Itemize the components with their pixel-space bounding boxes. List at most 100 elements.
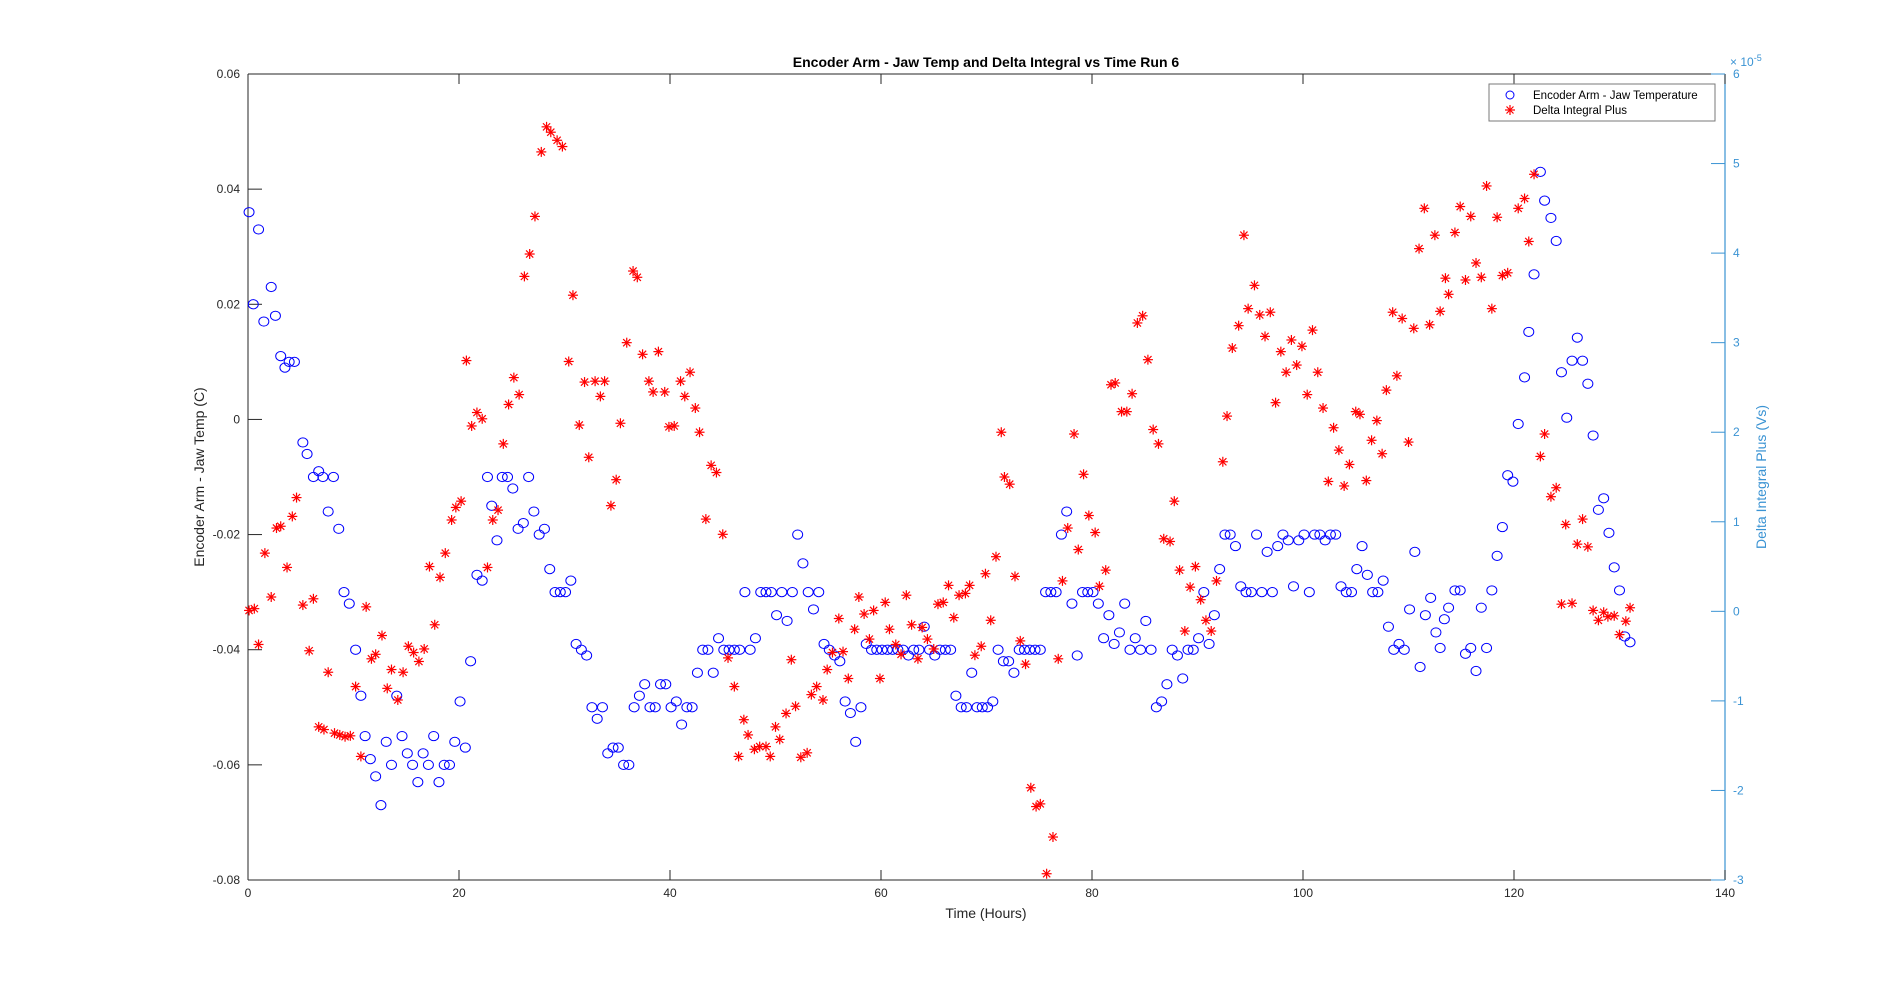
asterisk-stroke: [1111, 378, 1120, 387]
delta-integral-point: [980, 568, 991, 579]
asterisk-stroke: [1340, 481, 1349, 490]
temperature-point: [639, 679, 651, 690]
legend-label-delta-integral: Delta Integral Plus: [1533, 105, 1627, 117]
temperature-point: [1351, 564, 1363, 575]
delta-integral-point: [493, 505, 504, 516]
delta-integral-point: [874, 673, 885, 684]
temperature-point: [297, 437, 309, 448]
asterisk-stroke: [771, 722, 780, 731]
right-y-tick-label: 6: [1733, 67, 1740, 81]
asterisk-stroke: [775, 735, 784, 744]
asterisk-stroke: [1599, 608, 1608, 617]
temperature-point: [707, 667, 719, 678]
asterisk-stroke: [701, 515, 710, 524]
data-marks: [243, 121, 1636, 879]
delta-integral-point: [1560, 519, 1571, 530]
asterisk-stroke: [488, 515, 497, 525]
temperature-point: [288, 356, 300, 367]
temperature-point: [1156, 696, 1168, 707]
delta-integral-point: [413, 656, 424, 667]
temperature-point: [1566, 355, 1578, 366]
temperature-point: [734, 644, 746, 655]
delta-integral-point: [1179, 626, 1190, 637]
temperature-point: [1528, 269, 1540, 280]
temperature-point: [1298, 529, 1310, 540]
temperature-point: [1555, 367, 1567, 378]
temperature-point: [1486, 585, 1498, 596]
temperature-point: [755, 587, 767, 598]
temperature-point: [1282, 535, 1294, 546]
delta-integral-point: [1333, 445, 1344, 456]
asterisk-stroke: [356, 752, 365, 761]
delta-integral-point: [802, 747, 813, 758]
delta-integral-point: [761, 741, 772, 752]
temperature-point: [1040, 587, 1052, 598]
asterisk-stroke: [250, 604, 259, 613]
temperature-point: [1171, 650, 1183, 661]
temperature-point: [375, 800, 387, 811]
asterisk-stroke: [606, 501, 615, 510]
temperature-point: [992, 644, 1004, 655]
asterisk-stroke: [1578, 515, 1587, 524]
delta-integral-point: [1408, 323, 1419, 334]
right-y-tick-label: 0: [1733, 604, 1740, 618]
temperature-point: [1425, 592, 1437, 604]
asterisk-stroke: [580, 378, 589, 387]
asterisk-stroke: [812, 682, 821, 691]
temperature-point: [476, 575, 488, 586]
asterisk-stroke: [622, 338, 631, 347]
asterisk-stroke: [1557, 600, 1566, 609]
temperature-point: [1024, 644, 1036, 655]
temperature-point: [1219, 529, 1231, 540]
temperature-point: [1018, 644, 1030, 655]
asterisk-stroke: [1054, 654, 1063, 663]
delta-integral-point: [690, 403, 701, 414]
temperature-point: [1256, 587, 1268, 598]
delta-integral-point: [392, 694, 403, 705]
x-axis-label: Time (Hours): [945, 905, 1026, 921]
asterisk-stroke: [1138, 311, 1147, 320]
temperature-point: [987, 696, 999, 707]
x-tick-label: 20: [452, 886, 466, 900]
temperature-point: [1203, 638, 1215, 650]
asterisk-stroke: [520, 272, 529, 281]
temperature-point: [338, 587, 350, 598]
delta-integral-point: [833, 613, 844, 624]
delta-integral-point: [1142, 354, 1153, 365]
asterisk-stroke: [1372, 416, 1381, 425]
delta-integral-point: [853, 592, 864, 603]
asterisk-stroke: [1450, 228, 1459, 237]
delta-integral-point: [1148, 424, 1159, 435]
asterisk-stroke: [1228, 344, 1237, 353]
delta-integral-point: [1339, 480, 1350, 491]
temperature-point: [718, 644, 730, 655]
asterisk-stroke: [504, 400, 513, 409]
asterisk-stroke: [1487, 304, 1496, 313]
delta-integral-point: [1545, 491, 1556, 502]
delta-integral-point: [536, 146, 547, 157]
chart-title: Encoder Arm - Jaw Temp and Delta Integra…: [793, 54, 1180, 70]
delta-integral-point: [1572, 539, 1583, 550]
delta-integral-point: [514, 389, 525, 400]
delta-integral-point: [259, 548, 270, 559]
asterisk-stroke: [1276, 347, 1285, 356]
temperature-point: [633, 690, 645, 701]
asterisk-stroke: [1552, 483, 1561, 492]
delta-integral-point: [1523, 236, 1534, 247]
temperature-point: [908, 644, 920, 655]
delta-integral-point: [408, 647, 419, 658]
asterisk-stroke: [1084, 511, 1093, 520]
temperature-point: [1550, 235, 1562, 247]
temperature-point: [1519, 372, 1531, 383]
temperature-point: [317, 471, 329, 483]
temperature-point: [247, 299, 259, 310]
legend[interactable]: Encoder Arm - Jaw Temperature Delta Inte…: [1488, 83, 1716, 122]
temperature-point: [1071, 650, 1083, 661]
asterisk-stroke: [1362, 476, 1371, 485]
temperature-point: [1161, 679, 1173, 690]
asterisk-stroke: [739, 715, 748, 724]
temperature-point: [792, 529, 804, 540]
asterisk-stroke: [1218, 457, 1227, 466]
temperature-point: [444, 759, 456, 770]
temperature-point: [1539, 195, 1551, 206]
